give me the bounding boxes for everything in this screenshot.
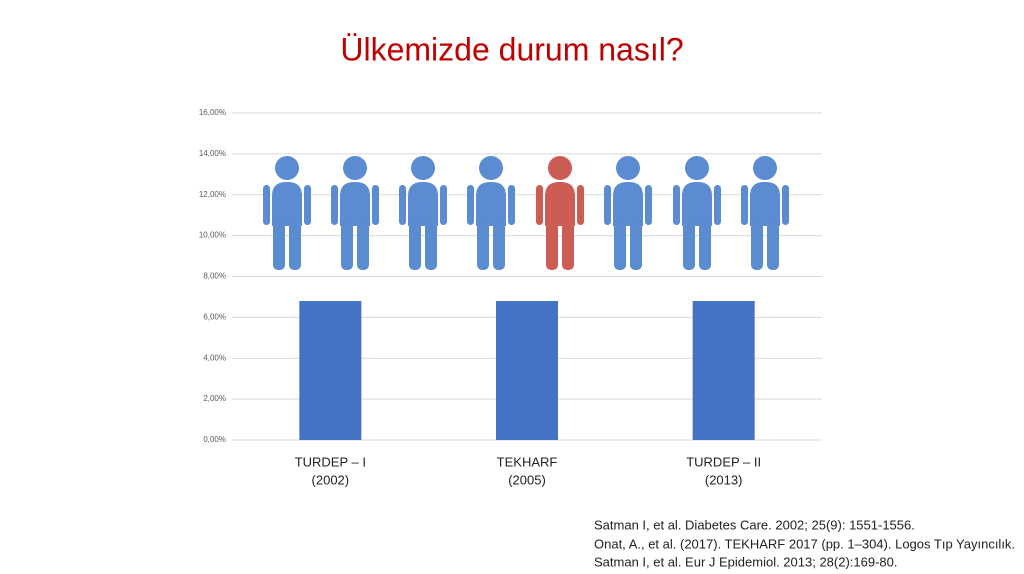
x-tick-sublabel: (2002) [312,472,350,487]
reference: Onat, A., et al. (2017). TEKHARF 2017 (p… [594,536,1015,551]
slide-title: Ülkemizde durum nasıl? [340,31,683,67]
x-tick-label: TURDEP – II [686,454,761,469]
y-tick-label: 12,00% [199,190,226,199]
x-tick-label: TEKHARF [497,454,558,469]
people-icons [263,156,789,270]
reference: Satman I, et al. Diabetes Care. 2002; 25… [594,517,915,532]
x-tick-sublabel: (2013) [705,472,743,487]
y-tick-label: 4,00% [203,353,226,362]
y-tick-label: 16,00% [199,108,226,117]
person-icon [604,156,652,270]
y-tick-label: 10,00% [199,231,226,240]
y-tick-label: 6,00% [203,312,226,321]
person-icon [331,156,379,270]
person-icon [673,156,721,270]
y-tick-label: 0,00% [203,435,226,444]
y-tick-label: 2,00% [203,394,226,403]
bar [299,301,362,440]
y-tick-label: 8,00% [203,272,226,281]
reference: Satman I, et al. Eur J Epidemiol. 2013; … [594,554,898,569]
person-icon [399,156,447,270]
bar [496,301,558,440]
person-icon [741,156,789,270]
x-tick-label: TURDEP – I [295,454,366,469]
x-tick-sublabel: (2005) [508,472,546,487]
y-tick-label: 14,00% [199,149,226,158]
bar [692,301,755,440]
person-icon [536,156,584,270]
person-icon [467,156,515,270]
person-icon [263,156,311,270]
